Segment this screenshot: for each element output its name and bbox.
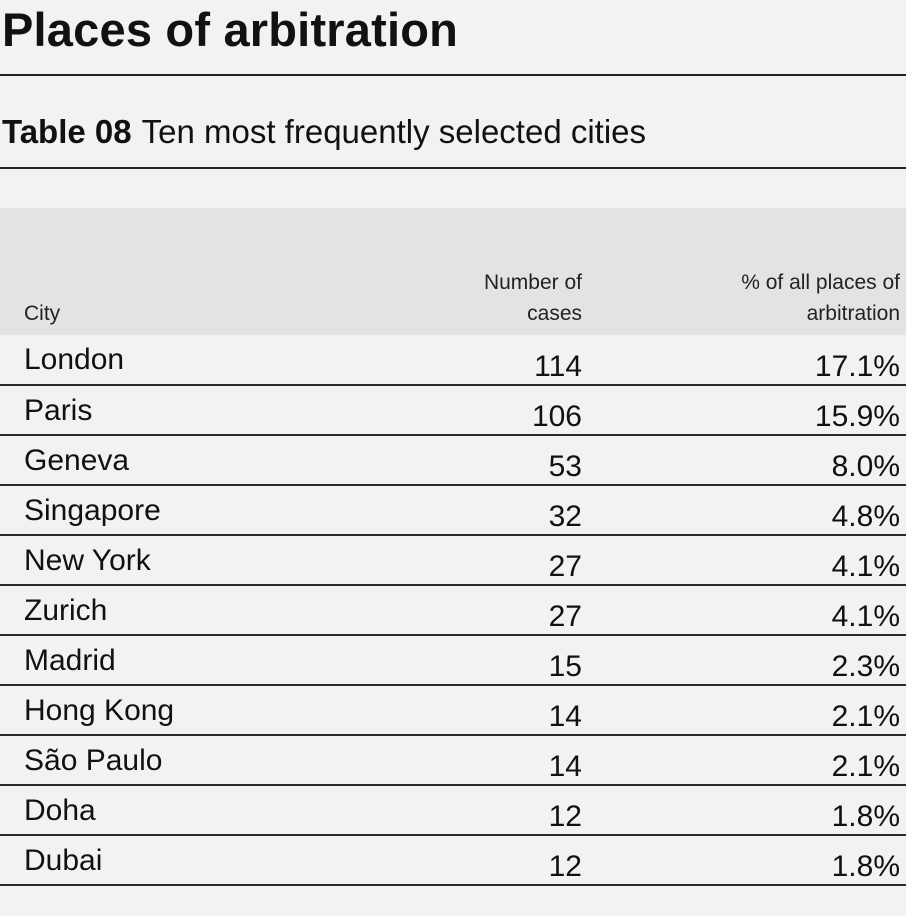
city-cell: New York (0, 535, 360, 586)
table-row: Paris 106 15.9% (0, 385, 906, 436)
percent-cell: 1.8% (584, 835, 906, 886)
percent-cell: 4.1% (584, 535, 906, 586)
cases-cell: 27 (360, 585, 584, 636)
cities-table: City Number of cases % of all places of … (0, 208, 906, 886)
table-caption-text: Ten most frequently selected cities (141, 113, 647, 150)
percent-cell: 2.3% (584, 635, 906, 686)
percent-cell: 8.0% (584, 435, 906, 486)
table-row: Doha 12 1.8% (0, 785, 906, 836)
city-cell: Geneva (0, 435, 360, 486)
percent-cell: 2.1% (584, 735, 906, 786)
header-cases-line-1: Number of (483, 271, 582, 294)
percent-cell: 17.1% (584, 335, 906, 386)
header-percent-line-2: arbitration (806, 302, 900, 325)
header-percent-of-places: % of all places of arbitration (584, 208, 906, 335)
cases-cell: 32 (360, 485, 584, 536)
city-cell: London (0, 335, 360, 386)
cases-cell: 12 (360, 785, 584, 836)
percent-cell: 4.8% (584, 485, 906, 536)
table-row: London 114 17.1% (0, 335, 906, 386)
cases-cell: 14 (360, 685, 584, 736)
table-header-row: City Number of cases % of all places of … (0, 208, 906, 335)
table-row: Dubai 12 1.8% (0, 835, 906, 886)
table-row: New York 27 4.1% (0, 535, 906, 586)
cases-cell: 14 (360, 735, 584, 786)
table-row: Geneva 53 8.0% (0, 435, 906, 486)
table-row: São Paulo 14 2.1% (0, 735, 906, 786)
header-percent-line-1: % of all places of (741, 271, 900, 294)
city-cell: Dubai (0, 835, 360, 886)
table-row: Singapore 32 4.8% (0, 485, 906, 536)
cases-cell: 114 (360, 335, 584, 386)
city-cell: Paris (0, 385, 360, 436)
table-label: Table 08 (2, 113, 132, 150)
city-cell: Zurich (0, 585, 360, 636)
percent-cell: 1.8% (584, 785, 906, 836)
header-cases-line-2: cases (527, 302, 582, 325)
percent-cell: 4.1% (584, 585, 906, 636)
header-number-of-cases: Number of cases (360, 208, 584, 335)
percent-cell: 15.9% (584, 385, 906, 436)
cases-cell: 27 (360, 535, 584, 586)
title-divider (0, 74, 906, 76)
cases-cell: 106 (360, 385, 584, 436)
header-city: City (0, 208, 360, 335)
city-cell: Madrid (0, 635, 360, 686)
city-cell: Hong Kong (0, 685, 360, 736)
table-caption: Table 08 Ten most frequently selected cit… (2, 112, 646, 152)
caption-divider (0, 167, 906, 169)
cases-cell: 15 (360, 635, 584, 686)
city-cell: São Paulo (0, 735, 360, 786)
header-city-label: City (24, 302, 61, 325)
table-row: Madrid 15 2.3% (0, 635, 906, 686)
city-cell: Singapore (0, 485, 360, 536)
table-row: Hong Kong 14 2.1% (0, 685, 906, 736)
city-cell: Doha (0, 785, 360, 836)
percent-cell: 2.1% (584, 685, 906, 736)
cases-cell: 53 (360, 435, 584, 486)
page-title: Places of arbitration (2, 3, 459, 56)
table-row: Zurich 27 4.1% (0, 585, 906, 636)
cases-cell: 12 (360, 835, 584, 886)
